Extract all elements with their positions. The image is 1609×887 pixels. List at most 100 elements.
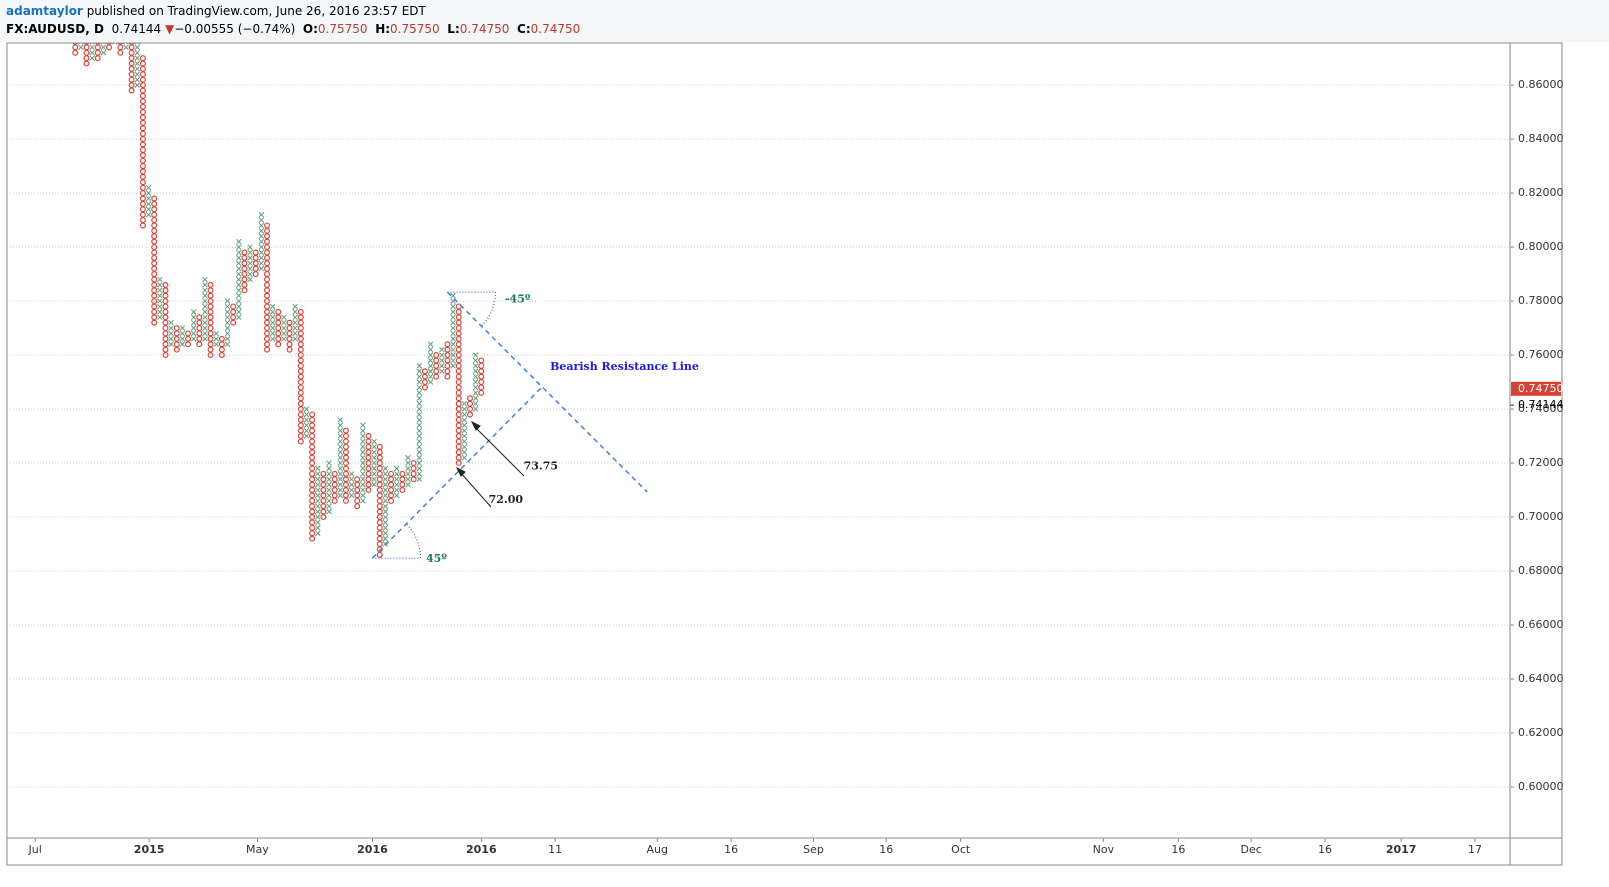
pf-column — [416, 363, 423, 482]
o-box — [263, 244, 270, 251]
x-box — [472, 357, 479, 364]
x-box — [134, 43, 141, 45]
pf-column — [72, 43, 79, 56]
o-box — [139, 119, 146, 126]
o-box — [230, 303, 237, 310]
x-box — [157, 303, 163, 310]
o-box — [376, 541, 383, 548]
o-box — [252, 260, 259, 267]
x-box — [224, 303, 231, 310]
o-box — [286, 346, 293, 353]
o-box — [207, 292, 214, 299]
x-box — [461, 444, 468, 450]
x-box — [439, 363, 445, 369]
x-tick-label: Aug — [647, 843, 668, 856]
x-box — [258, 217, 265, 223]
o-box — [433, 373, 440, 380]
annotation: 73.75 — [524, 460, 558, 473]
pf-column — [241, 249, 248, 294]
o-box — [139, 206, 146, 213]
plot: Bearish Resistance Line -45º 45º 73.75 72.00 — [7, 43, 1510, 788]
o-box — [376, 465, 383, 472]
x-box — [461, 427, 468, 434]
o-box — [455, 330, 462, 337]
o-box — [275, 308, 282, 315]
o-box — [263, 292, 270, 299]
o-box — [263, 308, 270, 315]
x-box — [281, 330, 287, 337]
x-tick-label: 16 — [724, 843, 738, 856]
pf-column — [410, 460, 417, 483]
o-box — [331, 492, 338, 499]
x-box — [360, 471, 366, 477]
o-box — [128, 55, 135, 62]
x-box — [236, 292, 242, 299]
author[interactable]: adamtaylor — [6, 4, 83, 18]
o-box — [151, 319, 158, 326]
o-box — [128, 43, 135, 45]
o-box — [376, 524, 383, 531]
x-box — [157, 276, 163, 283]
o-box — [173, 325, 180, 332]
x-box — [337, 438, 344, 445]
x-box — [427, 352, 434, 358]
pf-column — [190, 309, 197, 342]
x-box — [202, 298, 208, 304]
x-box — [360, 438, 366, 445]
o-box — [286, 325, 293, 332]
o-box — [467, 395, 474, 402]
o-box — [478, 379, 485, 386]
o-box — [162, 292, 169, 299]
o-box — [162, 303, 169, 310]
x-box — [472, 406, 479, 412]
o-box — [196, 330, 203, 337]
x-box — [303, 411, 310, 418]
o-box — [410, 465, 417, 472]
pf-column — [399, 470, 406, 494]
o-box — [297, 308, 304, 315]
o-box — [173, 330, 180, 337]
angle-arc — [447, 291, 496, 327]
o-box — [207, 281, 214, 288]
x-box — [450, 363, 456, 369]
o-box — [128, 49, 135, 56]
o-box — [354, 481, 361, 488]
y-tick-label: 0.78000 — [1518, 294, 1564, 307]
o-box — [72, 44, 79, 51]
o-box — [354, 476, 361, 483]
x-box — [145, 184, 152, 191]
pf-column — [371, 438, 377, 488]
x-box — [382, 525, 389, 531]
x-box — [314, 503, 321, 509]
x-box — [416, 373, 423, 380]
x-box — [360, 492, 366, 499]
pf-column — [128, 43, 135, 94]
o-box — [297, 346, 304, 353]
x-box — [450, 309, 456, 315]
x-box — [89, 49, 95, 56]
published: published on TradingView.com, June 26, 2… — [86, 4, 426, 18]
x-box — [416, 411, 423, 418]
pf-column — [78, 43, 84, 51]
x-box — [472, 384, 479, 391]
pf-column — [252, 249, 259, 278]
x-box — [89, 55, 95, 61]
o-box — [286, 319, 293, 326]
x-box — [269, 330, 276, 337]
pf-column — [162, 281, 169, 359]
pf-column — [444, 341, 451, 380]
change: −0.00555 (−0.74%) — [174, 22, 296, 36]
pf-column — [450, 292, 456, 369]
o-box — [207, 341, 214, 348]
o-box — [162, 346, 169, 353]
x-box — [236, 249, 242, 256]
o-box — [309, 492, 316, 499]
x-box — [416, 438, 423, 445]
o-box — [139, 60, 146, 67]
o-box — [455, 357, 462, 364]
o-box — [444, 373, 451, 380]
x-box — [190, 336, 197, 342]
x-box — [236, 298, 242, 304]
x-box — [337, 465, 344, 472]
o-box — [117, 43, 124, 45]
